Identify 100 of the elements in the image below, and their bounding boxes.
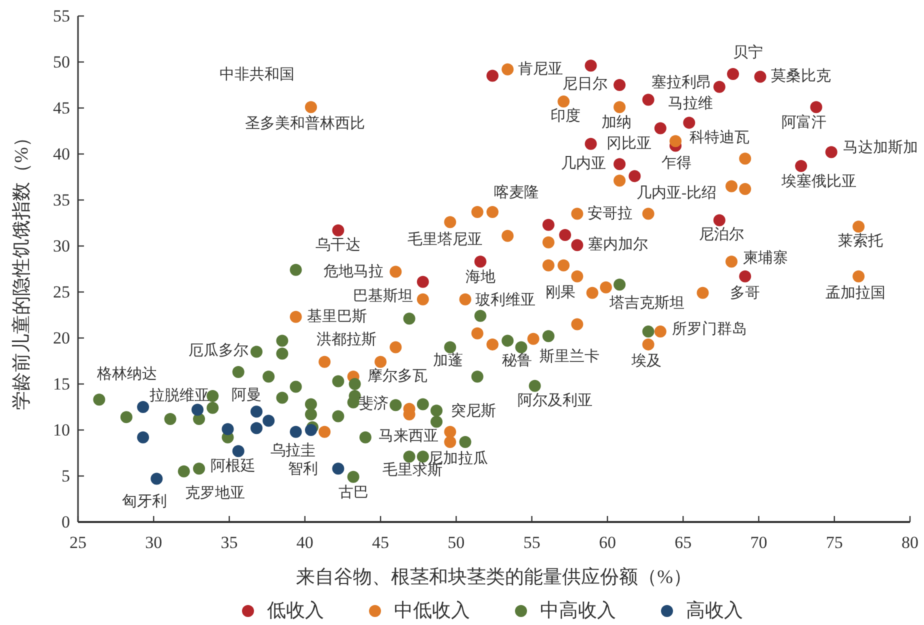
point: [471, 327, 484, 340]
point: [600, 281, 612, 294]
point: [614, 158, 626, 170]
point: [727, 68, 740, 80]
annotation: 多哥: [730, 284, 760, 302]
point: [262, 414, 275, 427]
point: [416, 293, 429, 306]
annotation: 乌拉圭: [270, 442, 316, 459]
point: [137, 401, 150, 413]
point: [444, 341, 456, 354]
point: [614, 278, 626, 291]
point: [571, 318, 584, 330]
annotation: 洪都拉斯: [316, 330, 377, 348]
annotation: 阿尔及利亚: [517, 392, 592, 409]
point: [403, 312, 416, 325]
annotation: 克罗地亚: [184, 484, 245, 502]
point: [193, 462, 206, 475]
x-tick-label: 35: [220, 533, 238, 552]
x-tick-label: 30: [145, 533, 162, 552]
y-tick-label: 5: [62, 466, 70, 486]
point: [558, 96, 570, 108]
point: [374, 356, 387, 368]
point: [164, 412, 176, 425]
point: [347, 396, 360, 408]
annotation: 冈比亚: [606, 134, 652, 152]
point: [527, 332, 540, 345]
x-tick-label: 75: [826, 533, 843, 552]
annotation: 乌干达: [316, 236, 361, 254]
point: [642, 326, 654, 338]
annotation: 海地: [465, 268, 496, 286]
point: [502, 63, 514, 76]
annotation: 巴基斯坦: [352, 287, 413, 304]
point: [276, 392, 288, 404]
annotation: 阿富汗: [782, 114, 827, 132]
annotation: 马来西亚: [378, 427, 438, 444]
legend-label: 中低收入: [394, 600, 470, 622]
point: [348, 378, 361, 390]
x-tick-label: 80: [902, 533, 918, 552]
annotation: 危地马拉: [324, 262, 384, 280]
annotation: 阿曼: [232, 388, 262, 404]
point: [528, 380, 541, 392]
y-tick-label: 25: [53, 282, 70, 302]
point: [654, 326, 666, 338]
annotation: 印度: [550, 108, 581, 125]
point: [276, 348, 288, 360]
point: [558, 259, 570, 272]
annotation: 埃及: [630, 352, 662, 370]
y-tick-label: 55: [53, 6, 70, 26]
annotation: 莱索托: [838, 232, 884, 250]
point: [683, 116, 696, 129]
point: [290, 426, 302, 438]
point: [586, 286, 598, 299]
point: [290, 380, 302, 393]
annotation: 安哥拉: [588, 204, 633, 222]
annotation: 科特迪瓦: [690, 129, 750, 146]
point: [444, 216, 456, 228]
point: [614, 79, 626, 91]
annotation: 秘鲁: [502, 352, 532, 370]
annotation: 马拉维: [668, 94, 713, 112]
annotation: 阿根廷: [210, 458, 256, 475]
point: [206, 402, 219, 414]
point: [93, 394, 106, 406]
point: [304, 101, 317, 114]
annotation: 莫桑比克: [771, 68, 832, 85]
point: [795, 160, 808, 172]
point: [444, 436, 456, 448]
x-tick-label: 70: [750, 533, 768, 552]
x-tick-label: 65: [674, 533, 692, 552]
point: [416, 398, 429, 410]
y-tick-label: 10: [53, 420, 70, 440]
annotation: 埃塞俄比亚: [780, 172, 857, 190]
x-tick-label: 55: [523, 533, 540, 552]
annotation: 斐济: [358, 395, 389, 412]
point: [754, 70, 766, 83]
annotation: 塞拉利昂: [652, 74, 712, 91]
point: [542, 236, 554, 248]
point: [726, 180, 738, 192]
point: [628, 170, 641, 182]
annotation: 加蓬: [433, 352, 464, 370]
point: [486, 206, 498, 218]
y-axis-title: 学龄前儿童的隐性饥饿指数（%）: [10, 128, 32, 410]
point: [347, 470, 360, 483]
point: [542, 259, 554, 272]
point: [403, 450, 416, 463]
point: [502, 334, 514, 347]
annotation: 格林纳达: [96, 366, 158, 383]
point: [250, 422, 262, 434]
point: [318, 356, 331, 368]
annotation: 几内亚-比绍: [636, 184, 717, 202]
annotation: 肯尼亚: [518, 60, 564, 78]
point: [571, 270, 584, 282]
annotation: 突尼斯: [451, 402, 496, 420]
point: [713, 214, 726, 226]
point: [290, 264, 302, 276]
point: [515, 341, 528, 354]
annotation: 乍得: [662, 154, 692, 172]
y-tick-label: 0: [62, 512, 70, 532]
point: [670, 135, 682, 148]
point: [120, 411, 132, 424]
point: [150, 472, 163, 485]
